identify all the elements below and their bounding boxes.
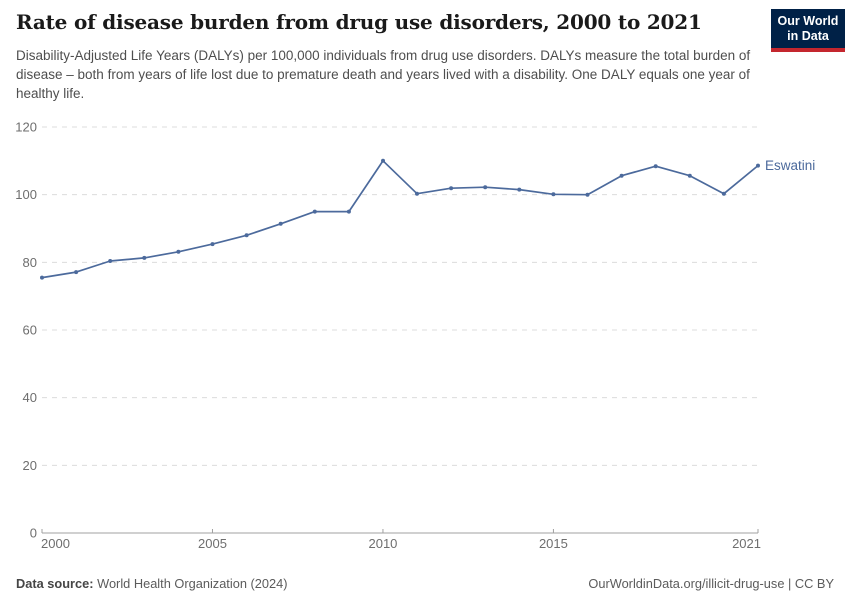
data-point-2003 xyxy=(142,255,147,260)
y-axis-tick-label: 0 xyxy=(30,526,37,541)
chart-footer: Data source: World Health Organization (… xyxy=(16,576,834,591)
chart-subtitle: Disability-Adjusted Life Years (DALYs) p… xyxy=(16,48,751,102)
series-label-eswatini[interactable]: Eswatini xyxy=(765,158,815,173)
owid-logo-line1: Our World xyxy=(777,14,839,28)
page-title: Rate of disease burden from drug use dis… xyxy=(16,10,702,34)
y-axis-tick-label: 120 xyxy=(15,120,37,135)
x-axis-tick-label: 2000 xyxy=(41,536,70,551)
data-point-2006 xyxy=(244,233,249,238)
data-point-2005 xyxy=(210,242,215,247)
data-point-2008 xyxy=(312,209,317,214)
data-point-2013 xyxy=(483,185,488,190)
data-point-2017 xyxy=(619,173,624,178)
data-point-2010 xyxy=(381,158,385,163)
y-axis-tick-label: 100 xyxy=(15,187,37,202)
data-point-2007 xyxy=(278,221,283,226)
owid-logo[interactable]: Our World in Data xyxy=(771,9,845,52)
x-axis-tick-label: 2021 xyxy=(732,536,761,551)
data-point-2004 xyxy=(176,249,181,254)
data-point-2012 xyxy=(449,186,454,191)
data-point-2014 xyxy=(517,187,522,192)
y-axis-tick-label: 20 xyxy=(23,458,37,473)
data-source: Data source: World Health Organization (… xyxy=(16,576,288,591)
data-point-2000 xyxy=(40,275,44,280)
data-point-2002 xyxy=(108,259,113,263)
x-axis-tick-label: 2015 xyxy=(539,536,568,551)
data-point-2016 xyxy=(585,192,590,197)
credit-link[interactable]: OurWorldinData.org/illicit-drug-use | CC… xyxy=(588,576,834,591)
data-point-2011 xyxy=(415,191,419,196)
x-axis-tick-label: 2005 xyxy=(198,536,227,551)
data-point-2001 xyxy=(74,270,79,275)
owid-logo-line2: in Data xyxy=(787,28,829,43)
x-axis-tick-label: 2010 xyxy=(368,536,397,551)
y-axis-tick-label: 40 xyxy=(23,390,37,405)
series-line-eswatini xyxy=(41,159,759,279)
data-point-2021 xyxy=(756,163,760,168)
data-point-2020 xyxy=(721,191,726,196)
data-point-2015 xyxy=(551,192,556,197)
y-axis-tick-label: 80 xyxy=(23,255,37,270)
data-source-label: Data source: xyxy=(16,576,94,591)
data-point-2018 xyxy=(653,164,658,169)
data-point-2019 xyxy=(687,173,692,178)
y-axis-tick-label: 60 xyxy=(23,323,37,338)
data-source-value[interactable]: World Health Organization (2024) xyxy=(97,576,288,591)
data-point-2009 xyxy=(346,209,351,214)
